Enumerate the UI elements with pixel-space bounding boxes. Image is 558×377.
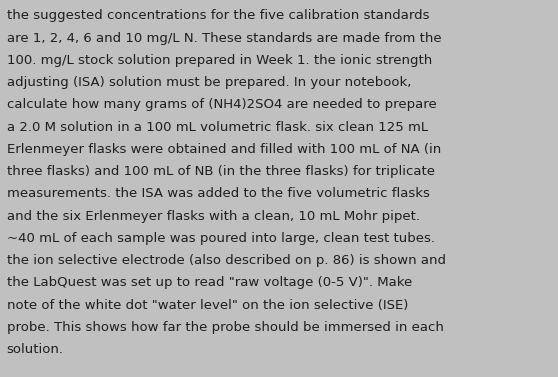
- Text: the suggested concentrations for the five calibration standards: the suggested concentrations for the fiv…: [7, 9, 429, 22]
- Text: the ion selective electrode (also described on p. 86) is shown and: the ion selective electrode (also descri…: [7, 254, 446, 267]
- Text: solution.: solution.: [7, 343, 64, 356]
- Text: ~40 mL of each sample was poured into large, clean test tubes.: ~40 mL of each sample was poured into la…: [7, 232, 435, 245]
- Text: the LabQuest was set up to read "raw voltage (0-5 V)". Make: the LabQuest was set up to read "raw vol…: [7, 276, 412, 289]
- Text: calculate how many grams of (NH4)2SO4 are needed to prepare: calculate how many grams of (NH4)2SO4 ar…: [7, 98, 436, 111]
- Text: a 2.0 M solution in a 100 mL volumetric flask. six clean 125 mL: a 2.0 M solution in a 100 mL volumetric …: [7, 121, 428, 133]
- Text: measurements. the ISA was added to the five volumetric flasks: measurements. the ISA was added to the f…: [7, 187, 430, 200]
- Text: three flasks) and 100 mL of NB (in the three flasks) for triplicate: three flasks) and 100 mL of NB (in the t…: [7, 165, 435, 178]
- Text: note of the white dot "water level" on the ion selective (ISE): note of the white dot "water level" on t…: [7, 299, 408, 311]
- Text: 100. mg/L stock solution prepared in Week 1. the ionic strength: 100. mg/L stock solution prepared in Wee…: [7, 54, 432, 67]
- Text: and the six Erlenmeyer flasks with a clean, 10 mL Mohr pipet.: and the six Erlenmeyer flasks with a cle…: [7, 210, 420, 222]
- Text: probe. This shows how far the probe should be immersed in each: probe. This shows how far the probe shou…: [7, 321, 444, 334]
- Text: adjusting (ISA) solution must be prepared. In your notebook,: adjusting (ISA) solution must be prepare…: [7, 76, 411, 89]
- Text: Erlenmeyer flasks were obtained and filled with 100 mL of NA (in: Erlenmeyer flasks were obtained and fill…: [7, 143, 441, 156]
- Text: are 1, 2, 4, 6 and 10 mg/L N. These standards are made from the: are 1, 2, 4, 6 and 10 mg/L N. These stan…: [7, 32, 441, 44]
